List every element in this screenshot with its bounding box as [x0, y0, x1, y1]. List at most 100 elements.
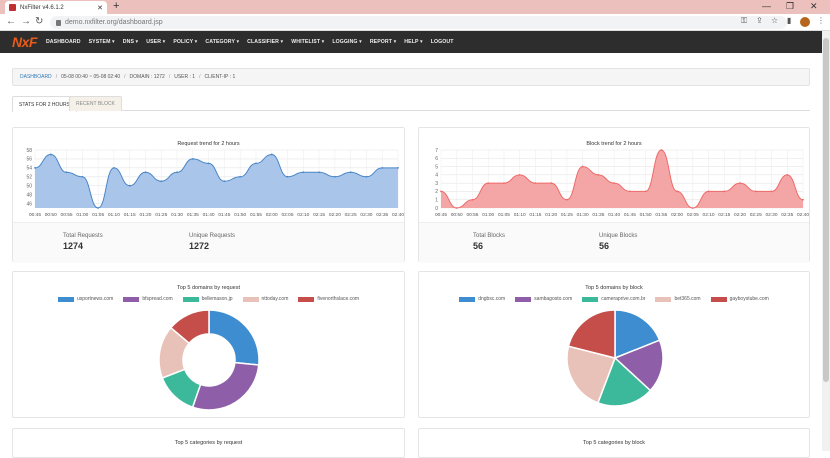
nav-system[interactable]: SYSTEM ▾ [88, 39, 115, 45]
y-tick-label: 50 [26, 183, 32, 189]
data-point [144, 171, 147, 174]
stat-label: Unique Requests [189, 233, 236, 239]
reload-icon[interactable]: ↻ [35, 16, 44, 27]
nav-user[interactable]: USER ▾ [146, 39, 166, 45]
sidebar-icon[interactable]: ▮ [787, 16, 792, 25]
legend-label: dngbsc.com [478, 296, 506, 302]
area-fill [441, 150, 803, 208]
data-point [503, 182, 505, 185]
y-tick-label: 7 [435, 148, 438, 154]
back-icon[interactable]: ← [6, 16, 16, 27]
data-point [487, 182, 490, 185]
data-point [365, 175, 368, 178]
top-domains-block-panel: Top 5 domains by block dngbsc.com sambag… [418, 271, 810, 418]
x-tick-label: 01:30 [171, 212, 183, 218]
favicon-icon [9, 4, 16, 11]
x-tick-label: 00:50 [451, 212, 463, 218]
nav-category[interactable]: CATEGORY ▾ [205, 39, 240, 45]
y-tick-label: 58 [26, 148, 32, 154]
bookmark-star-icon[interactable]: ☆ [771, 16, 779, 25]
breadcrumb-domain: DOMAIN : 1272 [129, 74, 165, 80]
x-tick-label: 00:50 [45, 212, 57, 218]
x-tick-label: 02:35 [376, 212, 388, 218]
new-tab-icon[interactable]: + [113, 0, 120, 12]
forward-icon[interactable]: → [21, 16, 31, 27]
legend-item[interactable]: fivenorthslace.com [298, 296, 359, 302]
key-icon[interactable]: ⚿ [741, 16, 748, 25]
breadcrumb-range: 05-08 00:40 ~ 05-08 02:40 [61, 74, 121, 80]
data-point [628, 190, 631, 193]
x-tick-label: 01:00 [482, 212, 494, 218]
scrollbar-thumb[interactable] [823, 38, 829, 382]
url-bar[interactable]: demo.nxfilter.org/dashboard.jsp [50, 16, 787, 29]
nav-whitelist[interactable]: WHITELIST ▾ [291, 39, 325, 45]
request-stats: Total Requests 1274 Unique Requests 1272 [13, 222, 404, 263]
legend-item[interactable]: cameraprive.com.br [582, 296, 645, 302]
legend-item[interactable]: bet365.com [655, 296, 701, 302]
x-tick-label: 02:10 [297, 212, 309, 218]
data-point [440, 190, 442, 193]
legend-item[interactable]: sambagosto.com [515, 296, 572, 302]
legend-swatch [182, 296, 199, 302]
lock-icon [56, 19, 61, 26]
y-tick-label: 0 [435, 206, 438, 212]
x-tick-label: 02:05 [687, 212, 699, 218]
share-icon[interactable]: ⇪ [756, 16, 763, 25]
minimize-icon[interactable]: — [762, 1, 771, 11]
nav-policy[interactable]: POLICY ▾ [173, 39, 198, 45]
nav-report[interactable]: REPORT ▾ [369, 39, 397, 45]
data-point [691, 207, 694, 209]
data-point [770, 190, 773, 193]
legend-item[interactable]: nttoday.com [242, 296, 289, 302]
nav-dns[interactable]: DNS ▾ [122, 39, 139, 45]
nav-dashboard[interactable]: DASHBOARD [45, 39, 81, 45]
y-tick-label: 46 [26, 201, 32, 207]
profile-avatar[interactable] [800, 17, 810, 27]
close-window-icon[interactable]: ✕ [810, 1, 818, 11]
legend-swatch [242, 296, 259, 302]
breadcrumb-dashboard-link[interactable]: DASHBOARD [20, 74, 52, 80]
pie-slice [567, 309, 616, 359]
tab-stats-2-hours[interactable]: STATS FOR 2 HOURS [12, 96, 77, 112]
request-trend-chart: 46 48 50 52 54 56 58 00:45 00:50 00:55 01:00 01:05 0… [26, 148, 404, 218]
legend-swatch [123, 296, 140, 302]
menu-dots-icon[interactable]: ⋮ [817, 16, 825, 25]
data-point [113, 166, 115, 169]
stat-value: 56 [473, 241, 484, 251]
y-tick-label: 4 [435, 173, 438, 179]
legend-label: bellemason.jp [201, 296, 233, 302]
x-tick-label: 01:10 [108, 212, 120, 218]
nav-classifier[interactable]: CLASSIFIER ▾ [247, 39, 284, 45]
x-tick-label: 02:20 [329, 212, 341, 218]
x-tick-label: 02:30 [360, 212, 372, 218]
data-point [802, 198, 804, 201]
nav-logging[interactable]: LOGGING ▾ [332, 39, 362, 45]
legend-item[interactable]: bellemason.jp [182, 296, 233, 302]
stat-value: 1274 [63, 241, 84, 251]
legend-swatch [710, 296, 727, 302]
data-point [223, 180, 226, 183]
data-point [97, 207, 100, 209]
address-bar-row: ← → ↻ demo.nxfilter.org/dashboard.jsp ⚿ … [0, 14, 830, 31]
nav-logout[interactable]: LOGOUT [430, 39, 454, 45]
legend-item[interactable]: usportnews.com [57, 296, 113, 302]
x-tick-label: 01:50 [640, 212, 652, 218]
chart-title: Block trend for 2 hours [586, 141, 642, 147]
x-tick-label: 01:45 [624, 212, 636, 218]
browser-tab[interactable]: NxFilter v4.6.1.2 ✕ [5, 1, 107, 14]
block-trend-panel: Block trend for 2 hours 0 1 2 3 4 5 6 7 00:45 00:… [418, 127, 810, 263]
stat-label: Unique Blocks [599, 233, 638, 239]
nxf-logo[interactable]: NxF [12, 34, 37, 50]
x-tick-label: 01:30 [577, 212, 589, 218]
legend-label: nttoday.com [261, 296, 289, 302]
data-point [550, 182, 553, 185]
close-tab-icon[interactable]: ✕ [97, 4, 103, 12]
legend-item[interactable]: bfspread.com [123, 296, 173, 302]
nav-help[interactable]: HELP ▾ [404, 39, 423, 45]
legend-item[interactable]: gayboystube.com [710, 296, 769, 302]
x-tick-label: 01:10 [514, 212, 526, 218]
legend-item[interactable]: dngbsc.com [459, 296, 505, 302]
maximize-icon[interactable]: ❐ [786, 1, 795, 11]
tab-recent-block[interactable]: RECENT BLOCK [69, 96, 122, 111]
